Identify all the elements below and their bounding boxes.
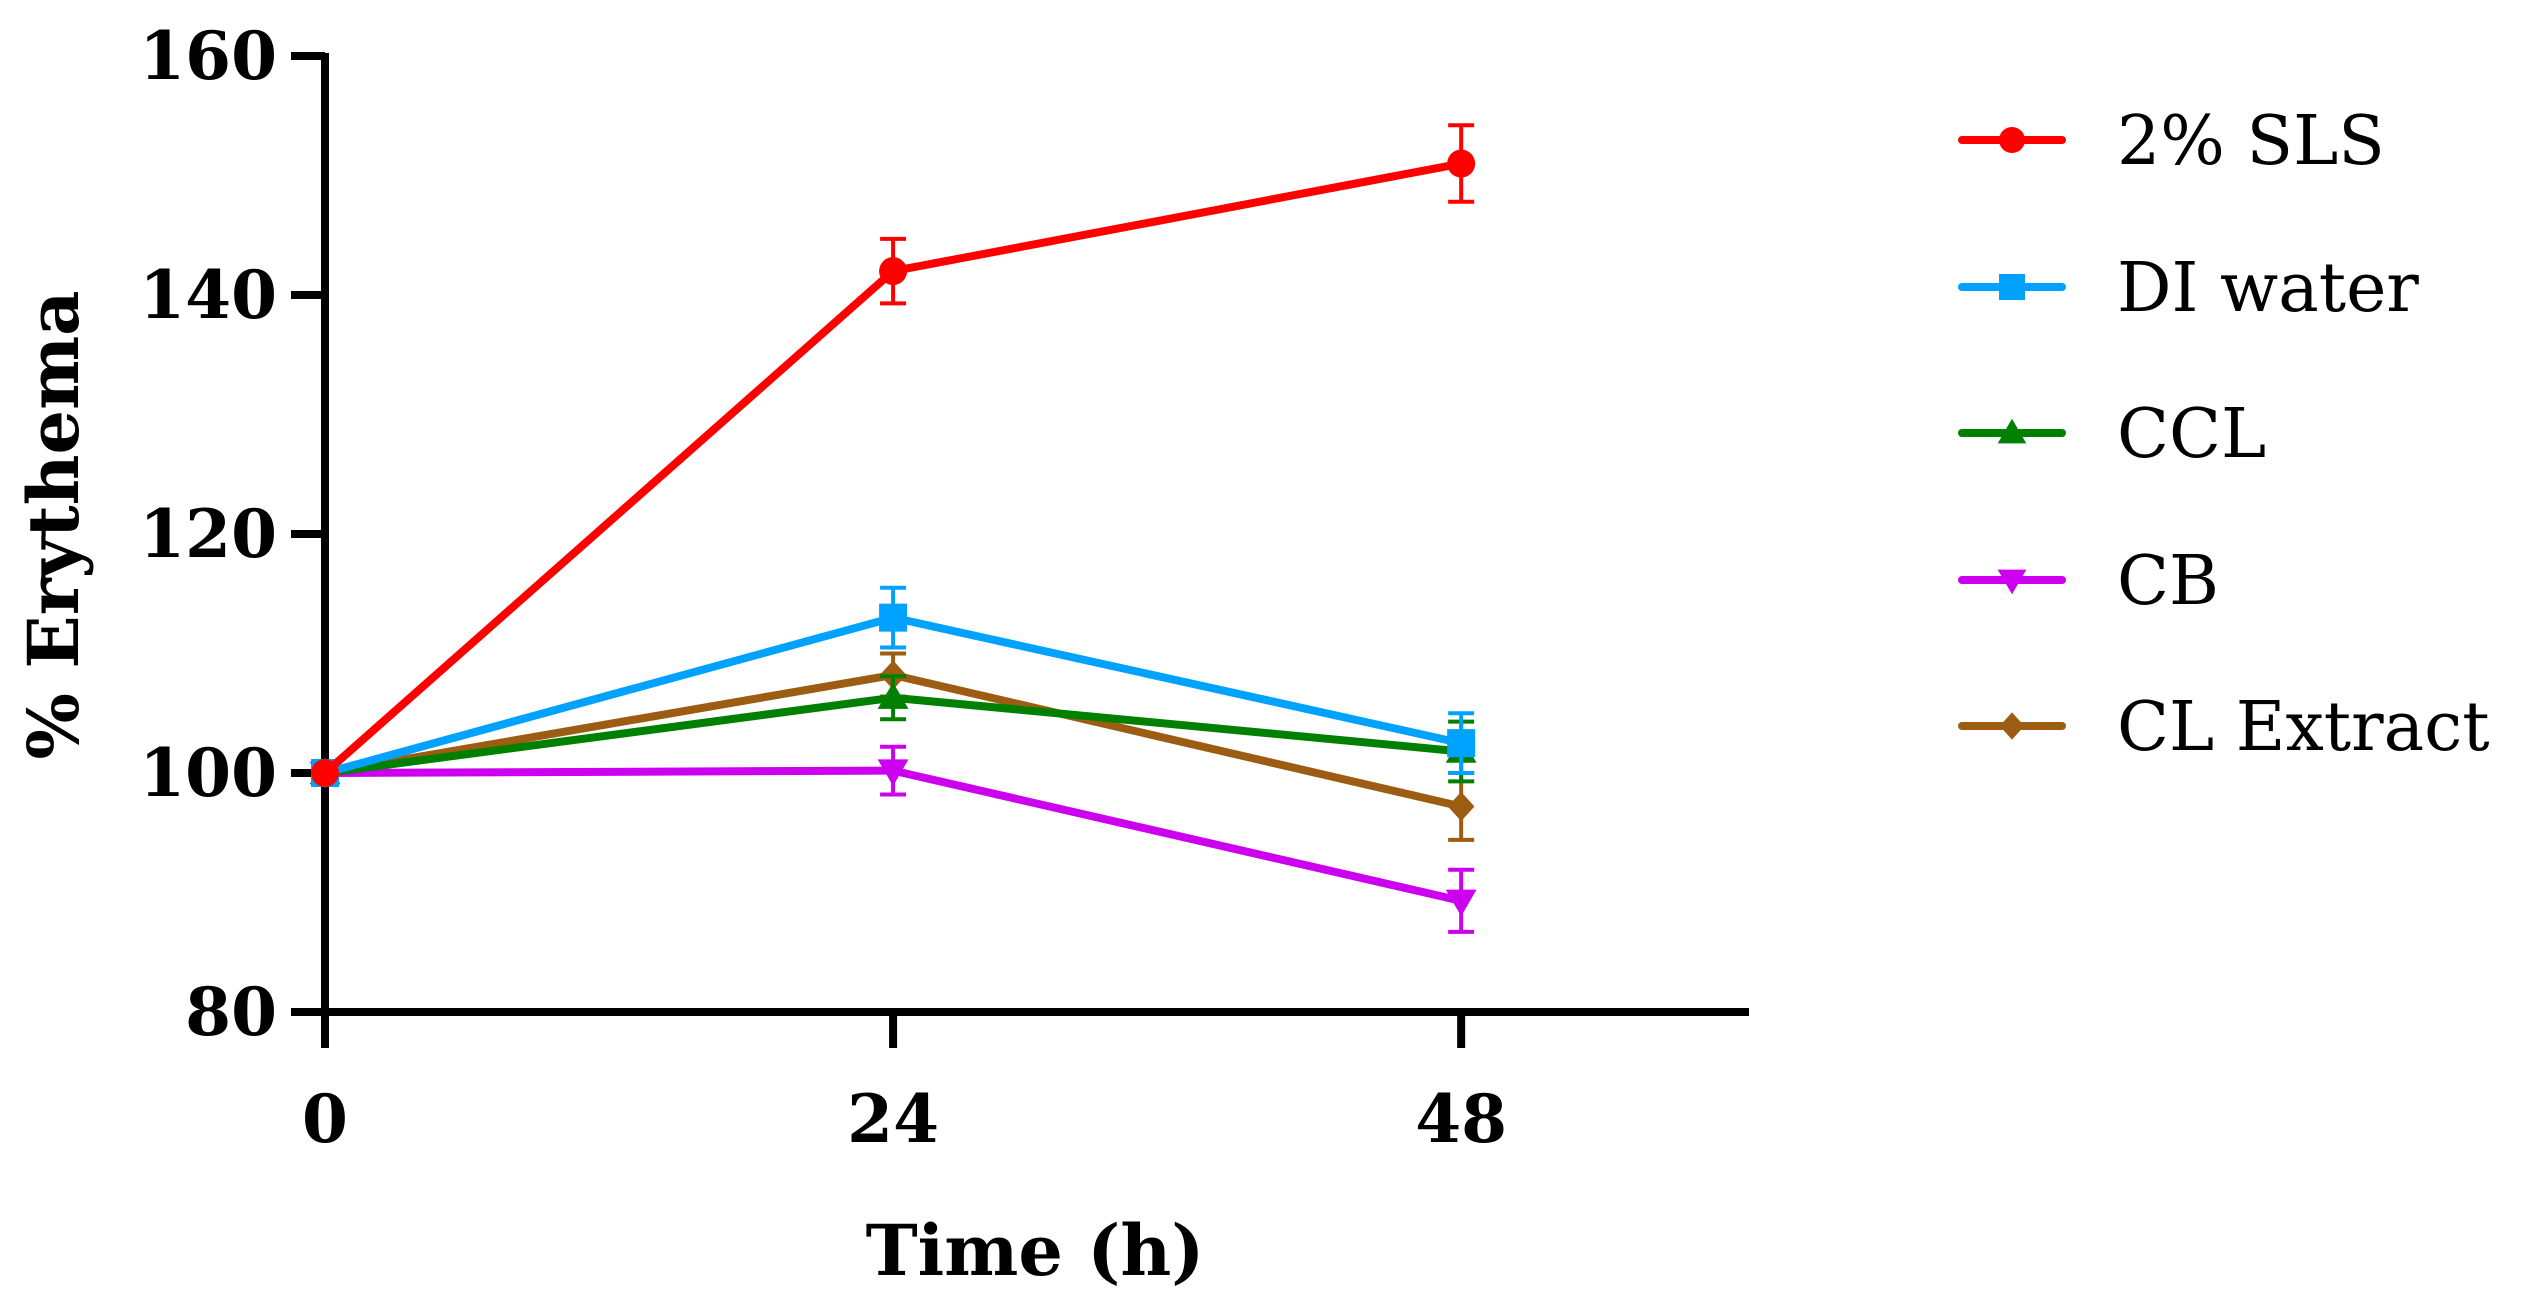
data-point — [879, 257, 908, 286]
data-point — [1447, 791, 1475, 822]
legend: 2% SLS DI water CCL CB CL Extract — [1958, 102, 2490, 767]
legend-label: DI water — [2117, 249, 2419, 328]
legend-marker — [1999, 127, 2025, 153]
data-point — [1447, 729, 1476, 758]
legend-marker — [1999, 274, 2025, 300]
y-tick-label: 160 — [139, 17, 277, 95]
legend-label: CB — [2117, 542, 2219, 621]
legend-marker — [1997, 418, 2027, 444]
x-tick-label: 0 — [302, 1080, 348, 1158]
legend-item: 2% SLS — [1958, 102, 2385, 181]
data-point — [877, 759, 909, 787]
legend-label: CL Extract — [2117, 688, 2490, 767]
legend-marker — [1997, 569, 2027, 595]
y-axis-ticks: 80 100 120 140 160 — [139, 17, 325, 1051]
legend-item: DI water — [1958, 249, 2419, 328]
y-tick-label: 80 — [185, 973, 277, 1051]
legend-item: CL Extract — [1958, 688, 2490, 767]
x-tick-label: 24 — [847, 1080, 939, 1158]
plot-area — [309, 123, 1477, 934]
data-point — [311, 759, 339, 787]
y-tick-label: 120 — [139, 495, 277, 573]
legend-marker — [1999, 712, 2025, 740]
x-tick-label: 48 — [1415, 1080, 1507, 1158]
x-axis-title: Time (h) — [866, 1209, 1205, 1292]
data-point — [1445, 889, 1477, 917]
y-axis-title: % Erythema — [12, 291, 95, 760]
x-axis-ticks: 0 24 48 — [302, 1012, 1507, 1158]
legend-label: 2% SLS — [2117, 102, 2385, 181]
legend-item: CCL — [1958, 395, 2266, 474]
data-point — [877, 682, 909, 709]
y-tick-label: 140 — [139, 256, 277, 334]
series-2-sls — [311, 123, 1476, 787]
axes — [321, 53, 1749, 1016]
series-cb — [309, 744, 1477, 934]
legend-item: CB — [1958, 542, 2219, 621]
legend-label: CCL — [2117, 395, 2266, 474]
data-point — [1447, 149, 1476, 178]
data-point — [879, 603, 908, 632]
y-tick-label: 100 — [139, 734, 277, 812]
